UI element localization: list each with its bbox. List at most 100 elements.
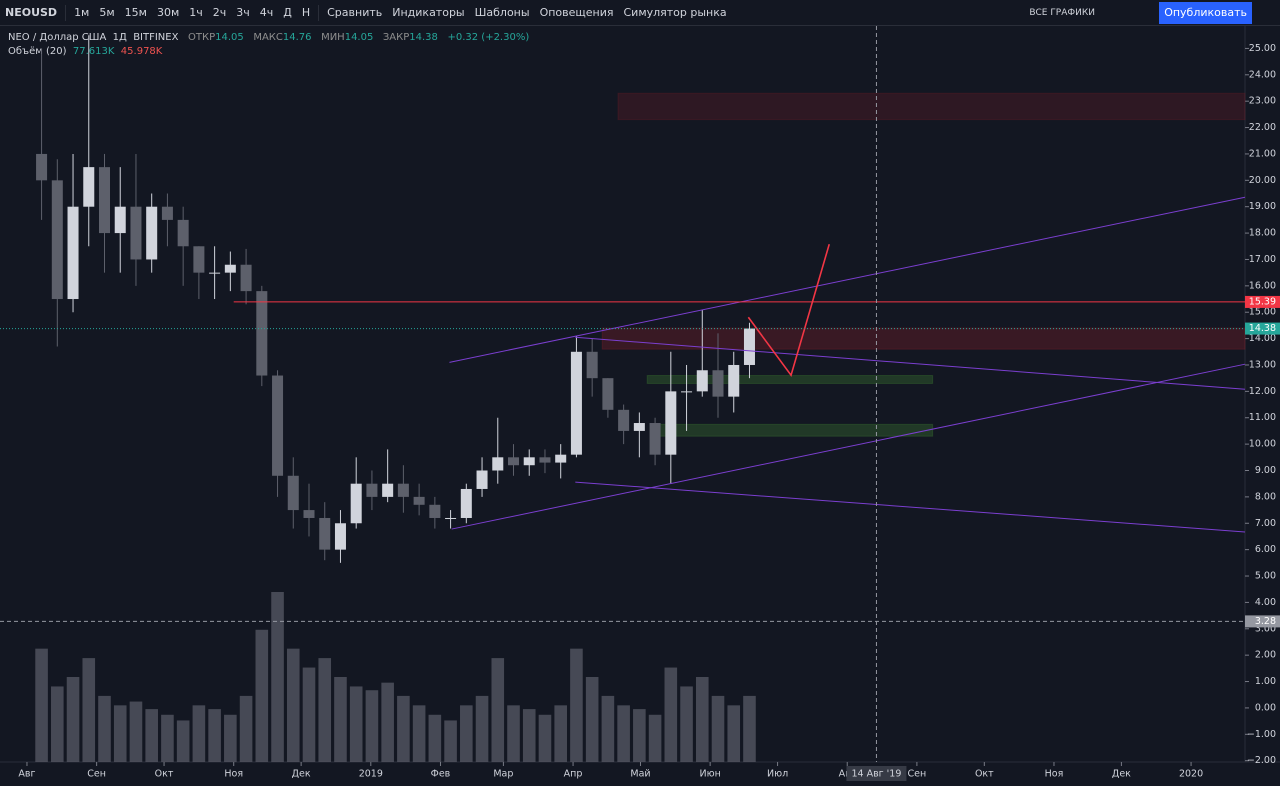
candle-body — [602, 378, 614, 410]
x-tick-label: Авг — [18, 769, 35, 780]
layouts[interactable]: ВСЕ ГРАФИКИ — [1029, 8, 1095, 18]
price-label: 15.39 — [1249, 296, 1276, 307]
trend-line — [451, 363, 1246, 530]
toolbar-button[interactable]: Сравнить — [327, 6, 383, 19]
y-tick-label: 6.00 — [1255, 544, 1276, 555]
volume-bar — [680, 686, 693, 762]
x-tick-label: 2020 — [1179, 769, 1203, 780]
x-tick-label: Май — [630, 769, 650, 780]
x-tick-label: Сен — [908, 769, 927, 780]
volume-bar — [176, 720, 190, 762]
candle-body — [413, 496, 425, 505]
x-tick-label: Дек — [292, 769, 311, 780]
toolbar-button[interactable]: Индикаторы — [392, 6, 465, 19]
interval-button[interactable]: 3ч — [236, 6, 250, 19]
interval-button[interactable]: Д — [283, 6, 292, 19]
y-tick-label: 19.00 — [1249, 201, 1276, 212]
volume-bar — [255, 629, 269, 762]
volume-bar — [695, 677, 709, 762]
value: 77.613K — [72, 46, 115, 57]
interval-button[interactable]: 1ч — [189, 6, 203, 19]
y-tick-label: 3.00 — [1255, 623, 1276, 634]
interval-button[interactable]: 4ч — [259, 6, 274, 19]
volume-bar — [334, 677, 347, 762]
volume-bar — [428, 714, 442, 762]
volume-bar — [617, 705, 630, 762]
toolbar-button[interactable]: Оповещения — [539, 6, 614, 19]
volume-bar — [224, 714, 237, 762]
y-tick-label: 21.00 — [1249, 148, 1276, 159]
value: 14.05 — [215, 32, 244, 43]
x-tick-label: Сен — [87, 769, 106, 780]
candle-body — [287, 475, 299, 511]
value: 14.38 — [409, 32, 438, 43]
y-tick-label: 18.00 — [1249, 228, 1276, 239]
volume-bar — [538, 714, 552, 762]
volume-bar — [113, 705, 127, 762]
price-label: 14.38 — [1249, 323, 1276, 334]
candle-body — [618, 409, 630, 431]
volume-bar — [648, 714, 662, 762]
y-tick-label: 0.00 — [1255, 702, 1276, 713]
interval-button[interactable]: 15м — [124, 6, 147, 19]
publish-button[interactable]: Опубликовать — [1159, 2, 1252, 24]
x-tick-label: Июн — [699, 769, 720, 780]
candle-body — [743, 328, 755, 365]
interval-button[interactable]: Н — [301, 6, 311, 19]
candle-body — [130, 206, 142, 260]
candle-body — [67, 206, 79, 300]
y-tick-label: 4.00 — [1255, 597, 1276, 608]
y-tick-label: 11.00 — [1249, 412, 1276, 423]
volume-bar — [554, 705, 567, 762]
price-axis — [1245, 26, 1280, 786]
volume-bar — [397, 695, 410, 762]
candle-body — [98, 167, 111, 234]
volume-name: Объём (20) — [8, 46, 67, 57]
candle-body — [51, 180, 63, 300]
y-tick-label: 14.00 — [1249, 333, 1276, 344]
candle-body — [728, 364, 740, 397]
x-tick-label: Апр — [564, 769, 583, 780]
label: ЗАКР — [382, 32, 410, 43]
candle-body — [586, 351, 598, 379]
volume-bar — [412, 705, 426, 762]
candle-body — [161, 206, 173, 220]
y-tick-label: 24.00 — [1249, 69, 1276, 80]
symbol[interactable]: NEOUSD — [5, 6, 58, 19]
interval-button[interactable]: 30м — [156, 6, 180, 19]
x-tick-label: Июл — [767, 769, 788, 780]
candle-body — [114, 206, 126, 234]
y-tick-label: 23.00 — [1249, 96, 1276, 107]
zone — [617, 92, 1246, 121]
buttons: Сравнить Индикаторы Шаблоны Оповещения Симул… — [322, 6, 732, 19]
volume-bar — [35, 648, 48, 762]
toolbar-button[interactable]: Симулятор рынка — [623, 6, 727, 19]
interval-button[interactable]: 2ч — [212, 6, 227, 19]
interval-button[interactable]: 1м — [74, 6, 90, 19]
candle-body — [523, 457, 535, 466]
exchange: BITFINEX — [133, 32, 179, 43]
volume-bar — [66, 677, 80, 762]
candle-body — [240, 264, 252, 292]
interval-button[interactable]: 5м — [99, 6, 115, 19]
trend-line — [747, 243, 831, 378]
toolbar-button[interactable]: Шаблоны — [474, 6, 530, 19]
y-tick-label: 5.00 — [1255, 571, 1276, 582]
price-label-bg — [1245, 322, 1280, 335]
y-tick-label: 1.00 — [1255, 676, 1276, 687]
candle-body — [570, 351, 582, 455]
y-tick-label: 17.00 — [1249, 254, 1276, 265]
candle-body — [193, 246, 205, 273]
candle-body — [397, 483, 409, 497]
symbol-name: NEO / Доллар США — [8, 32, 107, 43]
x-tick-label: Фев — [431, 769, 451, 780]
volume-bar — [208, 709, 221, 762]
value: 45.978K — [120, 46, 163, 57]
y-tick-label: −2.00 — [1247, 755, 1276, 766]
volume-bar — [349, 686, 363, 762]
intervals: 1м 5м 15м 30м 1ч 2ч 3ч 4ч Д Н — [69, 6, 315, 19]
label: МАКС — [253, 32, 283, 43]
candle-body — [256, 291, 268, 376]
legend: NEO / Доллар США 1Д BITFINEX ОТКР14.05 М… — [8, 31, 529, 59]
